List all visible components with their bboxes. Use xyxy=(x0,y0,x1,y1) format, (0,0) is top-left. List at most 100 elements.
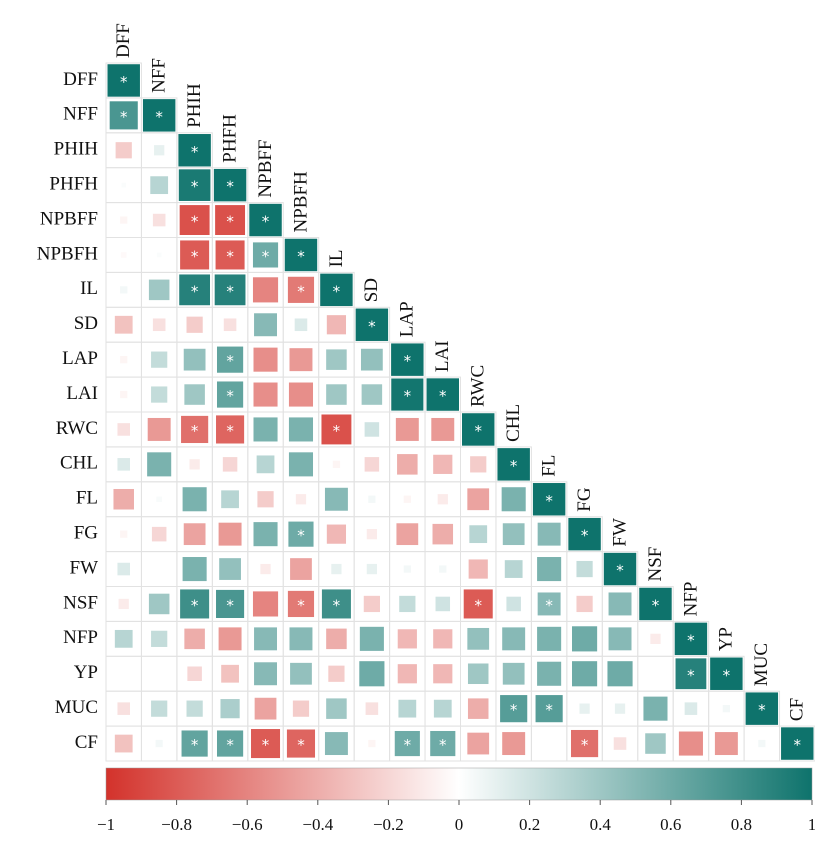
colorbar-tick-label: 0.6 xyxy=(660,815,681,834)
correlation-square xyxy=(366,529,378,540)
correlation-square xyxy=(223,318,237,332)
correlation-square xyxy=(364,457,380,472)
correlation-square xyxy=(645,733,666,754)
correlation-square xyxy=(109,101,138,130)
correlation-square xyxy=(254,697,277,720)
correlation-square xyxy=(148,593,170,615)
correlation-square xyxy=(430,730,456,757)
significance-marker: * xyxy=(794,736,802,754)
cell-border xyxy=(105,655,142,692)
correlation-square xyxy=(502,732,526,756)
significance-marker: * xyxy=(581,736,589,754)
correlation-square xyxy=(359,626,384,651)
correlation-square xyxy=(391,343,424,376)
column-label: NFP xyxy=(680,582,701,617)
correlation-square xyxy=(251,729,281,759)
significance-marker: * xyxy=(226,282,234,300)
correlation-square xyxy=(639,587,672,621)
correlation-square xyxy=(178,169,211,201)
column-label: PHFH xyxy=(219,114,240,163)
correlation-square xyxy=(186,700,203,717)
correlation-square xyxy=(613,737,627,750)
correlation-square xyxy=(215,205,246,236)
column-label: IL xyxy=(326,249,347,267)
correlation-square xyxy=(290,558,312,580)
correlation-square xyxy=(607,661,633,687)
correlation-square xyxy=(179,274,211,306)
correlation-square xyxy=(184,628,205,650)
correlation-square xyxy=(216,381,244,408)
significance-marker: * xyxy=(545,701,553,719)
correlation-square xyxy=(218,627,242,651)
correlation-square xyxy=(359,661,385,687)
correlation-square xyxy=(571,729,599,758)
row-label: NFP xyxy=(63,627,98,648)
significance-marker: * xyxy=(333,596,341,614)
significance-marker: * xyxy=(439,387,447,405)
significance-marker: * xyxy=(191,213,199,231)
colorbar-tick-label: −0.6 xyxy=(232,815,263,834)
significance-marker: * xyxy=(191,596,199,614)
significance-marker: * xyxy=(120,108,128,126)
correlation-square xyxy=(332,460,341,468)
row-label: YP xyxy=(74,662,98,683)
row-label: NFF xyxy=(63,104,98,125)
significance-marker: * xyxy=(545,492,553,510)
row-label: RWC xyxy=(56,418,98,439)
correlation-square xyxy=(289,348,313,372)
correlation-square xyxy=(288,452,314,477)
correlation-square xyxy=(151,630,168,647)
significance-marker: * xyxy=(687,666,695,684)
correlation-square xyxy=(114,629,133,648)
row-label: NPBFF xyxy=(40,208,98,229)
significance-marker: * xyxy=(297,527,305,545)
significance-marker: * xyxy=(191,143,199,161)
correlation-square xyxy=(395,417,419,441)
column-label: PHIH xyxy=(184,83,205,128)
correlation-square xyxy=(368,495,376,503)
correlation-square xyxy=(468,559,488,579)
significance-marker: * xyxy=(226,247,234,265)
correlation-square xyxy=(535,695,563,723)
significance-marker: * xyxy=(758,701,766,719)
correlation-square xyxy=(121,182,127,188)
correlation-square xyxy=(433,699,452,718)
correlation-square xyxy=(294,318,308,332)
correlation-square xyxy=(142,99,176,132)
correlation-square xyxy=(758,739,766,748)
correlation-square xyxy=(467,698,489,719)
correlation-square xyxy=(650,633,661,644)
correlation-square xyxy=(504,560,523,578)
correlation-square xyxy=(364,422,380,437)
correlation-square xyxy=(254,313,277,337)
correlation-square xyxy=(506,596,521,612)
correlation-square xyxy=(437,494,448,505)
row-label: CHL xyxy=(60,453,98,474)
row-label: LAP xyxy=(62,348,98,369)
correlation-square xyxy=(288,382,314,407)
correlation-square xyxy=(328,665,345,682)
significance-marker: * xyxy=(510,457,518,475)
significance-marker: * xyxy=(474,596,482,614)
correlation-square xyxy=(403,565,411,573)
row-label: FW xyxy=(70,557,99,578)
correlation-square xyxy=(117,458,131,471)
correlation-square xyxy=(151,700,168,717)
column-label: MUC xyxy=(751,643,772,686)
significance-marker: * xyxy=(297,736,305,754)
correlation-square xyxy=(117,562,131,576)
correlation-square xyxy=(537,557,562,582)
correlation-square xyxy=(183,348,206,371)
significance-marker: * xyxy=(404,387,412,405)
correlation-square xyxy=(284,238,318,272)
correlation-square xyxy=(180,240,210,270)
correlation-square xyxy=(326,384,347,405)
column-label: NPBFH xyxy=(290,171,311,233)
colorbar xyxy=(105,767,813,801)
significance-marker: * xyxy=(191,422,199,440)
cell-border xyxy=(637,655,674,692)
correlation-square xyxy=(151,386,168,403)
correlation-square xyxy=(324,732,348,756)
correlation-square xyxy=(675,658,707,690)
significance-marker: * xyxy=(616,562,624,580)
